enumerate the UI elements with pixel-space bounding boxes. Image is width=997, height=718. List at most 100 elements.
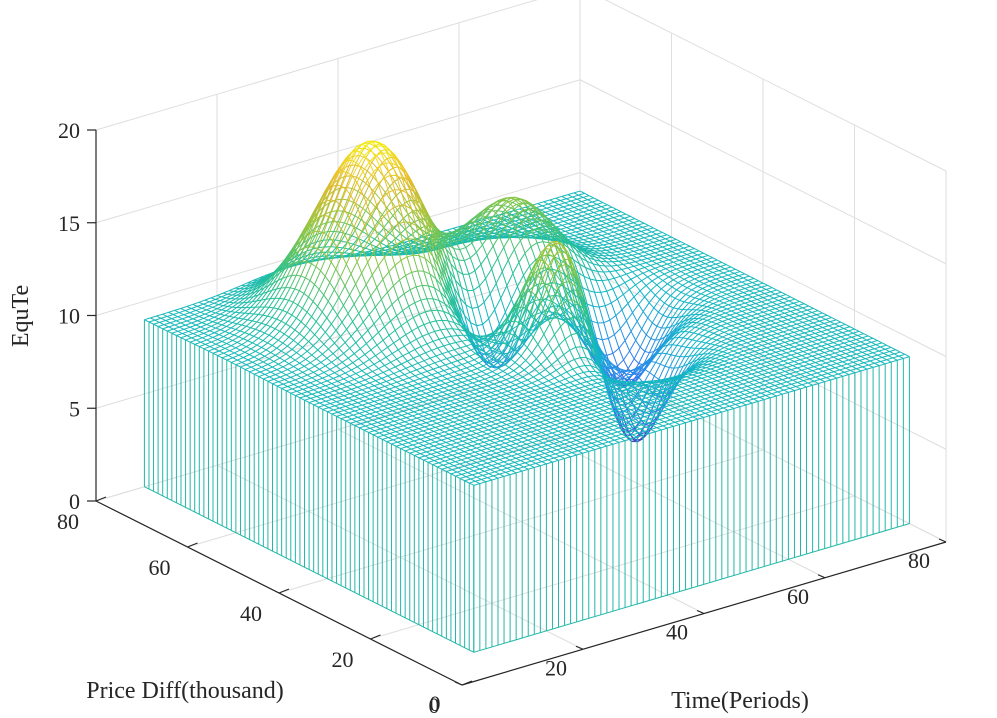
mesh-line [356,329,363,337]
mesh-line [447,450,454,454]
mesh-line [220,313,225,316]
mesh-line [336,399,343,403]
mesh-line [387,393,393,397]
mesh-line [263,298,271,308]
mesh-line [362,140,368,145]
mesh-line [373,165,380,173]
mesh-line [314,326,322,335]
mesh-line [373,323,379,333]
mesh-line [456,411,463,415]
mesh-line [429,443,435,447]
mesh-line [305,354,313,360]
mesh-line [245,301,253,308]
mesh-line [406,417,412,421]
mesh-line [480,215,486,218]
mesh-line [425,374,432,378]
mesh-line [273,357,281,362]
mesh-line [436,377,442,382]
mesh-line [260,371,266,375]
mesh-line [366,371,373,375]
mesh-line [208,334,214,338]
mesh-line [362,162,370,172]
mesh-line [449,462,455,467]
mesh-line [445,381,452,384]
mesh-line [442,421,448,425]
mesh-line [468,393,475,397]
mesh-line [201,322,207,325]
mesh-line [253,353,261,358]
mesh-line [433,386,439,391]
mesh-line [255,350,261,355]
mesh-line [421,405,427,409]
mesh-line [404,342,411,347]
mesh-line [390,315,397,322]
mesh-line [420,203,426,219]
mesh-line [555,197,561,201]
mesh-line [337,395,345,398]
mesh-line [445,362,452,366]
mesh-line [291,262,299,276]
mesh-line [176,318,183,322]
mesh-line [391,298,399,305]
mesh-line [399,387,407,391]
mesh-line [394,259,402,266]
mesh-line [259,349,267,355]
mesh-line [242,313,250,320]
mesh-line [466,343,473,347]
mesh-line [227,334,235,339]
mesh-line [375,411,381,415]
mesh-line [465,247,471,259]
mesh-line [336,198,342,211]
mesh-line [171,332,177,336]
mesh-line [279,374,287,378]
mesh-line [436,406,443,410]
mesh-line [391,412,398,416]
mesh-line [427,418,433,422]
mesh-line [374,219,382,229]
mesh-line [432,464,438,468]
mesh-line [441,452,448,456]
mesh-line [486,208,492,211]
mesh-line [316,358,322,363]
mesh-line [435,320,442,331]
mesh-line [408,238,415,240]
mesh-line [339,276,346,287]
mesh-line [216,292,224,297]
mesh-line [271,345,278,349]
mesh-line [471,384,478,388]
mesh-line [241,294,246,296]
mesh-line [426,215,432,232]
mesh-line [303,280,311,294]
mesh-line [404,389,411,393]
mesh-line [474,407,480,412]
mesh-line [310,397,316,402]
mesh-line [268,306,274,309]
mesh-line [340,329,347,337]
mesh-line [196,337,203,341]
mesh-line [344,222,351,226]
mesh-line [405,271,412,276]
mesh-line [378,387,384,392]
mesh-line [185,337,192,341]
mesh-line [364,377,372,381]
mesh-line [395,445,401,449]
mesh-line [262,358,270,363]
mesh-line [338,348,345,354]
mesh-line [457,360,463,365]
mesh-line [343,305,349,314]
mesh-line [331,361,337,367]
mesh-line [353,148,359,157]
mesh-line [384,416,390,420]
mesh-line [418,255,426,259]
mesh-line [224,298,231,303]
mesh-line [458,372,466,376]
mesh-line [235,294,242,300]
mesh-line [429,357,436,364]
mesh-line [189,324,197,328]
mesh-line [185,322,192,326]
mesh-line [212,336,218,340]
mesh-line [351,177,358,189]
mesh-line [351,366,358,371]
mesh-line [294,321,302,331]
mesh-line [414,302,420,315]
